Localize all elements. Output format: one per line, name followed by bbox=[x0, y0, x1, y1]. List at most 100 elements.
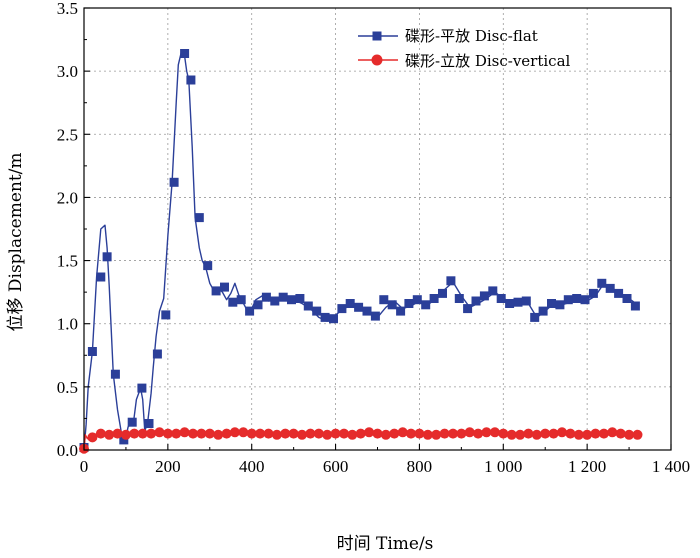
y-tick-label: 1.0 bbox=[57, 315, 78, 334]
data-point-disc-flat bbox=[496, 294, 506, 303]
x-tick-label: 400 bbox=[239, 457, 265, 476]
data-point-disc-vertical bbox=[406, 428, 416, 439]
x-tick-label: 800 bbox=[407, 457, 433, 476]
data-point-disc-vertical bbox=[473, 428, 484, 439]
data-point-disc-flat bbox=[102, 252, 112, 262]
data-point-disc-flat bbox=[127, 417, 137, 427]
data-point-disc-flat bbox=[597, 278, 607, 288]
data-point-disc-vertical bbox=[87, 432, 98, 443]
data-point-disc-vertical bbox=[607, 427, 618, 438]
data-point-disc-flat bbox=[588, 288, 598, 298]
data-point-disc-flat bbox=[295, 294, 305, 303]
data-point-disc-vertical bbox=[229, 427, 240, 438]
data-point-disc-flat bbox=[161, 310, 171, 320]
data-point-disc-flat bbox=[312, 306, 322, 316]
data-point-disc-vertical bbox=[137, 428, 148, 439]
data-point-disc-flat bbox=[345, 299, 355, 308]
data-point-disc-flat bbox=[270, 296, 280, 306]
legend-marker-disc-vertical bbox=[371, 54, 383, 66]
data-point-disc-vertical bbox=[154, 427, 165, 438]
data-point-disc-vertical bbox=[120, 429, 131, 440]
data-point-disc-flat bbox=[370, 311, 380, 321]
data-point-disc-flat bbox=[572, 294, 582, 303]
data-point-disc-vertical bbox=[112, 428, 123, 439]
data-point-disc-vertical bbox=[238, 427, 249, 438]
data-point-disc-vertical bbox=[632, 429, 643, 440]
data-point-disc-flat bbox=[421, 300, 431, 310]
data-point-disc-vertical bbox=[414, 428, 425, 439]
data-point-disc-flat bbox=[412, 295, 422, 305]
data-point-disc-vertical bbox=[246, 428, 257, 439]
data-point-disc-vertical bbox=[557, 427, 567, 438]
data-point-disc-flat bbox=[547, 299, 556, 308]
data-point-disc-flat bbox=[521, 296, 531, 306]
data-point-disc-flat bbox=[630, 301, 640, 311]
data-point-disc-vertical bbox=[489, 427, 500, 438]
x-tick-label: 1 400 bbox=[652, 457, 690, 476]
data-point-disc-flat bbox=[379, 295, 389, 305]
legend-label-disc-vertical: 碟形-立放 Disc-vertical bbox=[405, 52, 571, 70]
legend-label-disc-flat: 碟形-平放 Disc-flat bbox=[405, 27, 538, 45]
data-point-disc-vertical bbox=[624, 429, 635, 440]
data-point-disc-flat bbox=[236, 295, 246, 305]
data-point-disc-flat bbox=[137, 383, 147, 393]
data-point-disc-flat bbox=[119, 435, 129, 445]
data-point-disc-flat bbox=[362, 306, 372, 316]
data-point-disc-flat bbox=[152, 349, 162, 359]
data-point-disc-vertical bbox=[448, 428, 458, 439]
data-point-disc-vertical bbox=[615, 428, 626, 439]
y-tick-label: 0.5 bbox=[57, 378, 78, 397]
x-tick-label: 1 200 bbox=[568, 457, 606, 476]
x-tick-label: 1 000 bbox=[484, 457, 522, 476]
data-point-disc-vertical bbox=[313, 428, 324, 439]
y-tick-label: 2.5 bbox=[57, 125, 78, 144]
data-point-disc-flat bbox=[203, 261, 213, 271]
data-point-disc-flat bbox=[530, 312, 540, 322]
series-line-0 bbox=[83, 51, 638, 451]
data-point-disc-vertical bbox=[380, 429, 391, 440]
data-point-disc-flat bbox=[337, 304, 347, 314]
data-point-disc-vertical bbox=[95, 428, 106, 439]
data-point-disc-vertical bbox=[297, 429, 307, 440]
data-point-disc-flat bbox=[228, 297, 238, 307]
data-point-disc-vertical bbox=[162, 428, 173, 439]
data-point-disc-vertical bbox=[255, 428, 266, 439]
legend-marker-disc-flat bbox=[372, 31, 382, 41]
data-point-disc-flat bbox=[180, 49, 190, 58]
data-point-disc-flat bbox=[329, 314, 338, 324]
data-point-disc-vertical bbox=[146, 428, 157, 439]
data-point-disc-vertical bbox=[456, 428, 467, 439]
data-point-disc-vertical bbox=[389, 428, 400, 439]
data-point-disc-vertical bbox=[498, 428, 509, 439]
data-point-disc-flat bbox=[580, 295, 590, 305]
data-point-disc-flat bbox=[614, 288, 624, 298]
data-point-disc-flat bbox=[169, 177, 179, 187]
data-point-disc-vertical bbox=[305, 428, 316, 439]
data-point-disc-flat bbox=[245, 306, 255, 316]
data-point-disc-vertical bbox=[598, 428, 609, 439]
data-point-disc-vertical bbox=[171, 428, 182, 439]
y-tick-label: 3.5 bbox=[57, 0, 78, 18]
x-tick-label: 200 bbox=[155, 457, 181, 476]
data-point-disc-flat bbox=[87, 347, 97, 356]
y-tick-label: 1.5 bbox=[57, 252, 78, 271]
data-point-disc-flat bbox=[563, 295, 573, 305]
data-point-disc-flat bbox=[211, 286, 221, 296]
legend: 碟形-平放 Disc-flat 碟形-立放 Disc-vertical bbox=[358, 27, 571, 70]
grid-lines bbox=[84, 8, 671, 450]
data-point-disc-flat bbox=[488, 286, 498, 296]
axis-ticks bbox=[83, 7, 672, 451]
y-axis-label: 位移 Displacement/m bbox=[6, 152, 26, 331]
x-axis-label: 时间 Time/s bbox=[337, 534, 434, 554]
data-point-disc-vertical bbox=[582, 429, 593, 440]
data-point-disc-flat bbox=[220, 282, 229, 292]
legend-entry-disc-flat: 碟形-平放 Disc-flat bbox=[358, 27, 538, 45]
data-point-disc-flat bbox=[96, 272, 106, 282]
data-point-disc-vertical bbox=[422, 429, 433, 440]
data-point-disc-flat bbox=[287, 295, 296, 305]
series-markers bbox=[79, 49, 643, 454]
x-tick-label: 0 bbox=[80, 457, 89, 476]
data-point-disc-vertical bbox=[372, 428, 383, 439]
data-point-disc-vertical bbox=[397, 427, 408, 438]
